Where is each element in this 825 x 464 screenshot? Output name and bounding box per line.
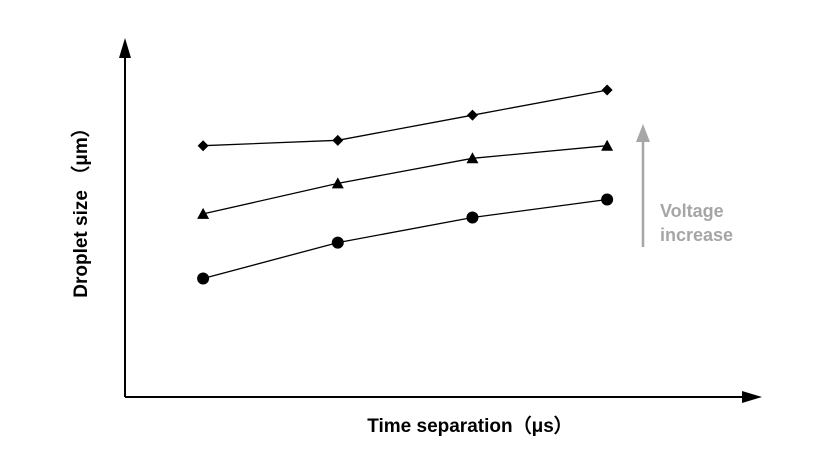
series-line-circle xyxy=(202,198,608,280)
y-axis-arrowhead xyxy=(119,38,131,58)
x-axis-label: Time separation（μs） xyxy=(367,414,573,437)
point-circle-2 xyxy=(331,236,344,249)
point-diamond-3 xyxy=(466,109,478,121)
x-axis xyxy=(125,391,762,403)
voltage-label-line2: increase xyxy=(660,225,733,245)
point-triangle-3 xyxy=(466,152,479,164)
series-triangle xyxy=(197,139,614,219)
series-line-diamond xyxy=(203,89,608,147)
voltage-increase-annotation: Voltage increase xyxy=(636,124,733,247)
voltage-label-line1: Voltage xyxy=(660,201,724,221)
voltage-arrow-head xyxy=(636,124,650,142)
x-axis-arrowhead xyxy=(742,391,762,403)
y-axis xyxy=(119,38,131,397)
point-triangle-2 xyxy=(331,177,344,189)
point-diamond-2 xyxy=(332,134,344,146)
point-triangle-1 xyxy=(197,207,210,219)
point-circle-1 xyxy=(197,272,210,285)
point-diamond-1 xyxy=(197,140,209,152)
point-diamond-4 xyxy=(601,84,613,96)
y-axis-label: Droplet size （μm） xyxy=(69,118,92,298)
point-circle-4 xyxy=(601,193,614,206)
point-triangle-4 xyxy=(601,139,614,151)
point-circle-3 xyxy=(466,211,479,224)
series-line-triangle xyxy=(202,145,608,215)
series-diamond xyxy=(197,84,613,152)
series-circle xyxy=(197,193,614,285)
series-layer xyxy=(197,84,614,285)
